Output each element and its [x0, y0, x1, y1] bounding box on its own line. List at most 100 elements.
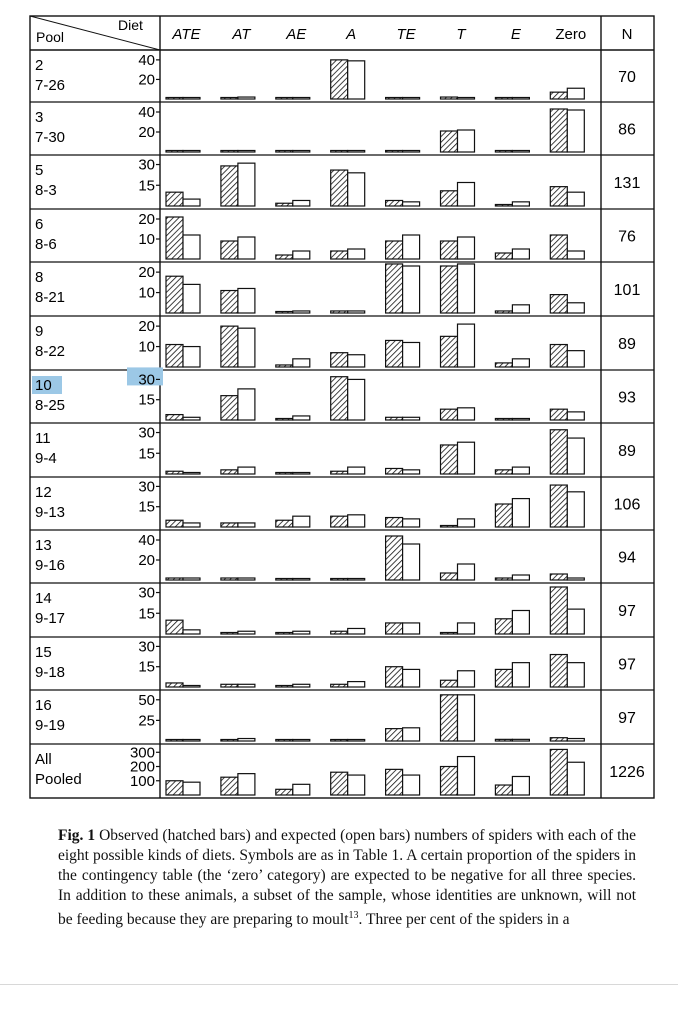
caption-tail: . Three per cent of the spiders in a	[358, 911, 570, 929]
y-tick-label: 30	[138, 425, 155, 442]
observed-bar-te	[385, 666, 404, 688]
caption-text: Observed (hatched bars) and expected (op…	[58, 827, 637, 929]
observed-bar-t	[439, 130, 459, 153]
observed-bar-zero	[549, 484, 568, 528]
sample-size: 97	[618, 603, 636, 620]
y-tick-label: 15	[138, 445, 155, 462]
expected-bar-te	[402, 96, 421, 100]
pool-date: Pooled	[35, 771, 82, 788]
observed-bar-te	[385, 149, 404, 153]
panel-pool-3: 3 7-30 40 20 86	[30, 101, 654, 153]
expected-bar-te	[402, 201, 421, 207]
observed-bar-at	[220, 325, 239, 368]
expected-bar-at	[237, 287, 256, 314]
expected-bar-zero	[566, 761, 585, 796]
expected-bar-ate	[182, 149, 201, 153]
pool-date: 8-21	[35, 289, 65, 306]
y-tick-label: 10	[138, 339, 155, 356]
observed-bar-zero	[549, 429, 568, 475]
expected-bar-ate	[182, 577, 201, 581]
expected-bar-t	[456, 622, 476, 635]
expected-bar-te	[402, 727, 421, 742]
observed-bar-zero	[549, 737, 568, 742]
observed-bar-t	[439, 524, 459, 528]
observed-bar-e	[494, 738, 513, 742]
expected-bar-e	[511, 775, 531, 796]
y-tick-label: 20	[138, 318, 155, 335]
observed-bar-ae	[275, 417, 294, 421]
observed-bar-t	[439, 240, 459, 260]
expected-bar-ate	[182, 283, 201, 314]
observed-bar-ae	[275, 738, 294, 742]
pool-date: 9-13	[35, 504, 65, 521]
expected-bar-a	[347, 248, 366, 260]
pool-number: 8	[35, 269, 43, 286]
observed-bar-ate	[165, 413, 184, 421]
table-grid	[29, 15, 655, 799]
expected-bar-e	[511, 609, 531, 635]
y-tick-label: 15	[138, 605, 155, 622]
observed-bar-te	[385, 516, 404, 528]
y-tick-label: 15	[138, 392, 155, 409]
observed-bar-t	[439, 190, 459, 207]
pool-date: 8-25	[35, 397, 65, 414]
expected-bar-zero	[566, 109, 585, 153]
panel-pool-9: 9 8-22 20 10 89	[30, 315, 654, 368]
expected-bar-at	[237, 683, 256, 688]
panel-pool-6: 6 8-6 20 10 76	[30, 208, 654, 260]
expected-bar-zero	[566, 191, 585, 207]
expected-bar-at	[237, 773, 256, 796]
observed-bar-at	[220, 469, 239, 475]
expected-bar-t	[456, 441, 476, 475]
observed-bar-at	[220, 631, 239, 635]
observed-bar-a	[330, 577, 349, 581]
table-header: Pool Diet N	[36, 17, 632, 45]
pool-number: 13	[35, 537, 52, 554]
expected-bar-te	[402, 265, 421, 314]
observed-bar-at	[220, 738, 239, 742]
y-tick-label: 15	[138, 659, 155, 676]
observed-bar-e	[494, 149, 513, 153]
observed-bar-t	[439, 96, 459, 100]
expected-bar-te	[402, 518, 421, 528]
observed-bar-ae	[275, 202, 294, 207]
pool-number: 5	[35, 162, 43, 179]
expected-bar-ate	[182, 471, 201, 475]
expected-bar-e	[511, 201, 531, 207]
figure-caption: Fig. 1 Observed (hatched bars) and expec…	[58, 826, 636, 930]
panel-pool-2: 2 7-26 40 20 70	[35, 52, 636, 100]
expected-bar-e	[511, 248, 531, 260]
expected-bar-te	[402, 774, 421, 796]
observed-bar-t	[439, 679, 459, 688]
observed-bar-ate	[165, 738, 184, 742]
expected-bar-zero	[566, 491, 585, 528]
expected-bar-at	[237, 327, 256, 368]
sample-size: 101	[614, 282, 641, 299]
expected-bar-t	[456, 518, 476, 528]
header-diagonal	[29, 15, 161, 51]
sample-size: 94	[618, 550, 636, 567]
expected-bar-ate	[182, 345, 201, 368]
pool-date: 9-17	[35, 610, 65, 627]
expected-bar-zero	[566, 437, 585, 475]
observed-bar-zero	[549, 653, 568, 688]
y-tick-label: 50	[138, 692, 155, 709]
observed-bar-e	[494, 668, 513, 688]
observed-bar-a	[330, 738, 349, 742]
observed-bar-ate	[165, 149, 184, 153]
observed-bar-te	[385, 339, 404, 368]
pool-date: 9-16	[35, 557, 65, 574]
observed-bar-zero	[549, 108, 568, 153]
expected-bar-a	[347, 627, 366, 635]
observed-bar-t	[439, 631, 459, 635]
expected-bar-e	[511, 466, 531, 475]
observed-bar-zero	[549, 91, 568, 100]
expected-bar-ate	[182, 96, 201, 100]
observed-bar-te	[385, 728, 404, 742]
expected-bar-a	[347, 738, 366, 742]
sample-size: 86	[618, 122, 636, 139]
sample-size: 76	[618, 229, 636, 246]
observed-bar-a	[330, 149, 349, 153]
